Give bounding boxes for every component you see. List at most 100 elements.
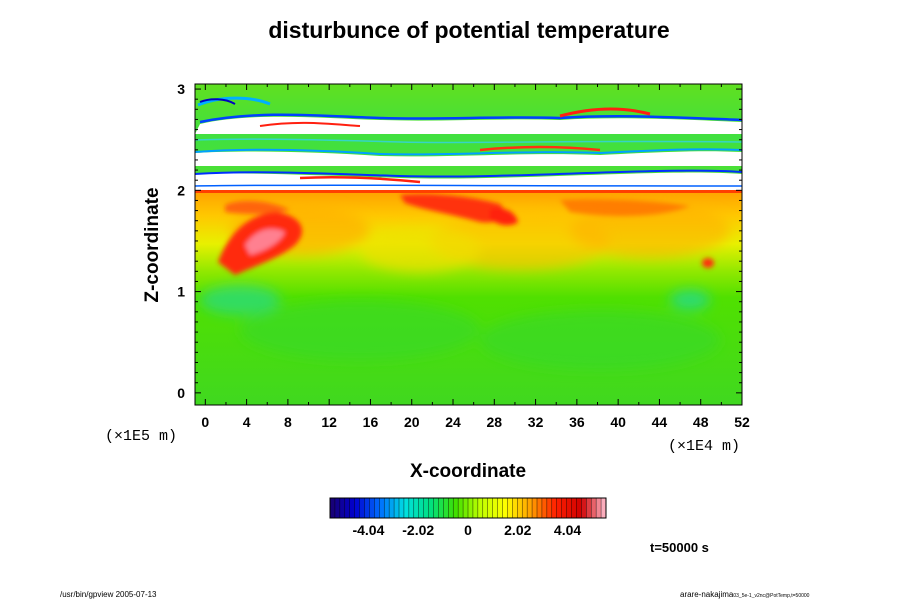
colorbar-cell	[507, 498, 513, 518]
x-tick-label: 4	[243, 414, 251, 430]
chart-title: disturbunce of potential temperature	[268, 17, 669, 43]
x-tick-label: 12	[321, 414, 337, 430]
y-unit-label: (×1E5 m)	[105, 428, 177, 445]
colorbar-cell	[556, 498, 562, 518]
colorbar-cell	[330, 498, 336, 518]
colorbar-cell	[389, 498, 395, 518]
y-tick-label: 2	[177, 182, 185, 198]
upper-bands	[195, 96, 742, 190]
colorbar-cell	[394, 498, 400, 518]
colorbar-cell	[546, 498, 553, 518]
y-axis-label: Z-coordinate	[142, 187, 163, 302]
colorbar-cell	[458, 498, 464, 518]
colorbar-cell	[443, 498, 449, 518]
colorbar-cell	[359, 498, 365, 518]
colorbar-cell	[463, 498, 469, 518]
x-tick-label: 40	[610, 414, 626, 430]
colorbar-cell	[601, 498, 607, 518]
x-tick-label: 24	[445, 414, 461, 430]
y-axis-ticks: 0 1 2 3	[177, 81, 742, 401]
x-tick-label: 36	[569, 414, 585, 430]
colorbar-cell	[497, 498, 503, 518]
colorbar-frame	[329, 497, 607, 519]
colorbar-cell	[512, 498, 518, 518]
colorbar-tick-label: -2.02	[402, 522, 434, 538]
x-tick-label: 20	[404, 414, 420, 430]
colorbar-cell	[384, 498, 390, 518]
footer-right: arare-nakajima03_5e-1_v2nc@PotTemp,t=500…	[680, 590, 810, 599]
x-unit-label: (×1E4 m)	[668, 438, 740, 455]
colorbar-cell	[468, 498, 474, 518]
colorbar-cell	[369, 498, 375, 518]
plot-frame	[194, 83, 743, 406]
colorbar-cell	[477, 498, 484, 518]
heatmap-field	[195, 84, 742, 405]
colorbar-cell	[349, 498, 355, 518]
y-tick-label: 1	[177, 284, 185, 300]
colorbar: -4.04 -2.02 0 2.02 4.04	[329, 497, 607, 538]
colorbar-tick-label: -4.04	[352, 522, 384, 538]
footer-right-main: arare-nakajima	[680, 590, 734, 599]
colorbar-cell	[576, 498, 582, 518]
time-label: t=50000 s	[650, 540, 709, 555]
interface-line	[195, 190, 742, 193]
colorbar-cell	[537, 498, 543, 518]
colorbar-cell	[344, 498, 351, 518]
colorbar-cell	[482, 498, 489, 518]
colorbar-cell	[561, 498, 567, 518]
footer-right-sub: 03_5e-1_v2nc@PotTemp,t=50000	[733, 593, 809, 599]
colorbar-cell	[354, 498, 360, 518]
colorbar-cell	[334, 498, 341, 518]
colorbar-cell	[374, 498, 380, 518]
colorbar-cell	[418, 498, 424, 518]
x-tick-label: 8	[284, 414, 292, 430]
colorbar-tick-label: 0	[464, 522, 472, 538]
colorbar-cell	[428, 498, 434, 518]
colorbar-cell	[591, 498, 597, 518]
colorbar-cell	[522, 498, 528, 518]
colorbar-cell	[502, 498, 508, 518]
colorbar-cell	[551, 498, 558, 518]
colorbar-tick-label: 4.04	[554, 522, 581, 538]
colorbar-cell	[586, 498, 592, 518]
colorbar-cell	[448, 498, 454, 518]
colorbar-cell	[379, 498, 385, 518]
colorbar-cell	[596, 498, 602, 518]
y-tick-label: 0	[177, 385, 185, 401]
colorbar-cell	[581, 498, 587, 518]
colorbar-cell	[408, 498, 415, 518]
colorbar-cell	[492, 498, 498, 518]
colorbar-cell	[339, 498, 346, 518]
colorbar-cell	[453, 498, 459, 518]
x-tick-label: 0	[201, 414, 209, 430]
colorbar-cell	[571, 498, 577, 518]
footer-left: /usr/bin/gpview 2005-07-13	[60, 590, 157, 599]
x-axis-label: X-coordinate	[410, 461, 526, 482]
colorbar-cell	[438, 498, 444, 518]
colorbar-cell	[403, 498, 410, 518]
x-tick-label: 48	[693, 414, 709, 430]
colorbar-cell	[487, 498, 493, 518]
y-tick-label: 3	[177, 81, 185, 97]
x-axis-ticks: 0 4 8 12 16 20 24 28 32 36 40 44 48 52	[201, 84, 750, 430]
colorbar-cell	[532, 498, 538, 518]
colorbar-cell	[541, 498, 548, 518]
colorbar-cell	[566, 498, 572, 518]
colorbar-cell	[364, 498, 370, 518]
colorbar-cell	[472, 498, 479, 518]
colorbar-cell	[527, 498, 533, 518]
x-tick-label: 52	[734, 414, 750, 430]
x-tick-label: 16	[363, 414, 379, 430]
colorbar-cell	[433, 498, 439, 518]
colorbar-cell	[517, 498, 523, 518]
x-tick-label: 44	[652, 414, 668, 430]
colorbar-tick-label: 2.02	[504, 522, 531, 538]
warm-plume-left	[218, 200, 303, 275]
colorbar-cell	[413, 498, 420, 518]
lower-turbulence	[200, 202, 730, 370]
colorbar-cell	[399, 498, 405, 518]
colorbar-cell	[423, 498, 429, 518]
x-tick-label: 32	[528, 414, 544, 430]
warm-plume-right	[400, 194, 714, 268]
